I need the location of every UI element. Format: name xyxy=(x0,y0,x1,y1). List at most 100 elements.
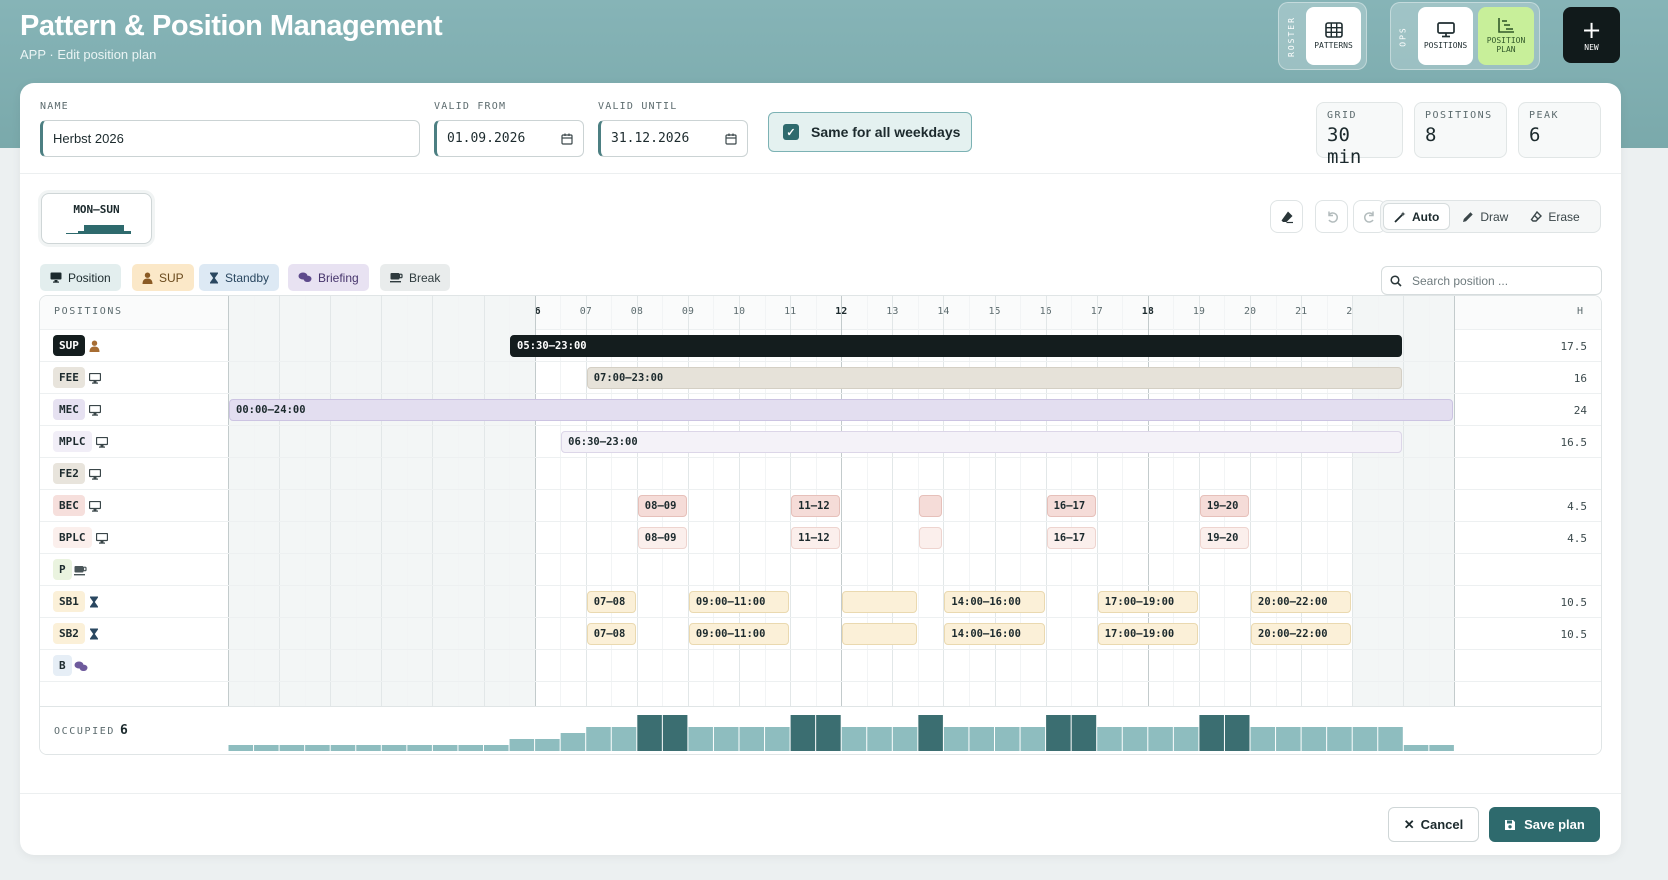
legend-sup[interactable]: SUP xyxy=(132,264,194,291)
name-field[interactable]: Herbst 2026 xyxy=(40,120,420,157)
shift-bar[interactable]: 05:30–23:00 xyxy=(510,335,1403,357)
search-position-input[interactable]: Search position ... xyxy=(1381,266,1602,295)
shift-bar[interactable]: 07–08 xyxy=(586,591,636,613)
position-code-chip[interactable]: B xyxy=(53,655,72,676)
valid-from-label: VALID FROM xyxy=(434,101,507,112)
position-row-mplc[interactable]: MPLC 06:30–23:00 16.5 xyxy=(40,426,1601,458)
shift-bar[interactable]: 09:00–11:00 xyxy=(688,591,790,613)
position-row-bplc[interactable]: BPLC 08–09 11–12 16–17 19–20 4.5 xyxy=(40,522,1601,554)
stat-grid-label: GRID xyxy=(1327,110,1358,121)
grid-line xyxy=(739,296,740,716)
grid-line xyxy=(483,296,485,716)
position-code-chip[interactable]: FEE xyxy=(53,367,85,388)
shift-bar[interactable]: 17:00–19:00 xyxy=(1097,623,1198,645)
shift-bar[interactable]: 08–09 xyxy=(637,527,687,549)
save-plan-button[interactable]: Save plan xyxy=(1489,807,1600,842)
same-weekdays-toggle[interactable]: ✓ Same for all weekdays xyxy=(768,112,972,152)
shift-bar[interactable] xyxy=(918,495,943,517)
occupancy-bar xyxy=(765,727,790,751)
stat-positions: POSITIONS 8 xyxy=(1414,102,1507,158)
shift-bar[interactable]: 16–17 xyxy=(1046,527,1096,549)
legend-standby[interactable]: Standby xyxy=(199,264,280,291)
position-code-chip[interactable]: SB2 xyxy=(53,623,85,644)
valid-until-field[interactable]: 31.12.2026 xyxy=(598,120,748,157)
position-row-b[interactable]: B xyxy=(40,650,1601,682)
shift-bar[interactable]: 19–20 xyxy=(1199,495,1249,517)
shift-bar[interactable]: 06:30–23:00 xyxy=(561,431,1403,453)
position-code-chip[interactable]: SB1 xyxy=(53,591,85,612)
shift-bar[interactable]: 17:00–19:00 xyxy=(1097,591,1198,613)
position-plan-button[interactable]: POSITION PLAN xyxy=(1478,7,1534,65)
position-code-chip[interactable]: BPLC xyxy=(53,527,92,548)
position-row-bec[interactable]: BEC 08–09 11–12 16–17 19–20 4.5 xyxy=(40,490,1601,522)
shift-bar[interactable]: 08–09 xyxy=(637,495,687,517)
position-row-sup[interactable]: SUP 05:30–23:00 17.5 xyxy=(40,330,1601,362)
new-label: NEW xyxy=(1584,42,1599,52)
calendar-icon[interactable] xyxy=(725,133,737,145)
grid-line xyxy=(432,296,434,716)
shift-bar[interactable]: 07–08 xyxy=(586,623,636,645)
mode-auto-button[interactable]: Auto xyxy=(1383,203,1451,230)
grid-line xyxy=(1096,296,1098,716)
valid-from-field[interactable]: 01.09.2026 xyxy=(434,120,584,157)
occupancy-bar xyxy=(509,739,535,751)
editor-card: NAME Herbst 2026 VALID FROM 01.09.2026 V… xyxy=(20,83,1621,855)
new-button[interactable]: + NEW xyxy=(1563,7,1620,63)
shift-bar[interactable]: 11–12 xyxy=(791,495,841,517)
valid-until-label: VALID UNTIL xyxy=(598,101,678,112)
mode-switcher: Auto Draw Erase xyxy=(1380,200,1601,233)
occupancy-bar xyxy=(1046,715,1071,751)
legend-briefing[interactable]: Briefing xyxy=(288,264,369,291)
occupancy-bar xyxy=(1429,745,1454,751)
occupancy-bar xyxy=(407,745,432,751)
position-row-fee[interactable]: FEE 07:00–23:00 16 xyxy=(40,362,1601,394)
shift-bar[interactable]: 14:00–16:00 xyxy=(944,623,1045,645)
position-row-sb2[interactable]: SB2 07–08 09:00–11:00 14:00–16:00 17:00–19:0… xyxy=(40,618,1601,650)
legend-break[interactable]: Break xyxy=(380,264,451,291)
shift-bar[interactable]: 00:00–24:00 xyxy=(229,399,1454,421)
grid-line xyxy=(1275,296,1277,716)
shift-bar[interactable]: 09:00–11:00 xyxy=(688,623,790,645)
mode-draw-button[interactable]: Draw xyxy=(1452,203,1518,230)
position-row-mec[interactable]: MEC 00:00–24:00 24 xyxy=(40,394,1601,426)
position-code-chip[interactable]: P xyxy=(53,559,72,580)
checkbox-checked-icon[interactable]: ✓ xyxy=(783,124,799,140)
shift-bar[interactable] xyxy=(842,623,917,645)
position-row-fe2[interactable]: FE2 xyxy=(40,458,1601,490)
shift-bar[interactable] xyxy=(918,527,943,549)
position-row-sb1[interactable]: SB1 07–08 09:00–11:00 14:00–16:00 17:00–19:0… xyxy=(40,586,1601,618)
shift-bar[interactable] xyxy=(842,591,917,613)
occupancy-bar xyxy=(816,715,841,751)
position-code-chip[interactable]: MEC xyxy=(53,399,85,420)
day-selector-mon-sun[interactable]: MON–SUN xyxy=(41,193,152,244)
position-code-chip[interactable]: MPLC xyxy=(53,431,92,452)
position-row-p[interactable]: P xyxy=(40,554,1601,586)
position-code-chip[interactable]: BEC xyxy=(53,495,85,516)
shift-bar[interactable]: 11–12 xyxy=(791,527,841,549)
shift-bar[interactable]: 07:00–23:00 xyxy=(586,367,1403,389)
calendar-icon[interactable] xyxy=(561,133,573,145)
position-code-chip[interactable]: FE2 xyxy=(53,463,85,484)
mode-erase-button[interactable]: Erase xyxy=(1520,203,1589,230)
grid-line xyxy=(611,296,613,716)
occupancy-bar xyxy=(1224,715,1250,751)
positions-button[interactable]: POSITIONS xyxy=(1418,7,1473,65)
position-code-chip[interactable]: SUP xyxy=(53,335,85,356)
occupancy-bar xyxy=(305,745,330,751)
occupancy-bar xyxy=(484,745,509,751)
hourglass-icon xyxy=(210,272,218,283)
clear-button[interactable] xyxy=(1270,200,1303,233)
occupied-row: OCCUPIED 6 xyxy=(40,706,1601,754)
cancel-button[interactable]: ✕ Cancel xyxy=(1388,807,1479,842)
name-value: Herbst 2026 xyxy=(53,131,124,146)
shift-bar[interactable]: 20:00–22:00 xyxy=(1251,623,1352,645)
shift-bar[interactable]: 20:00–22:00 xyxy=(1251,591,1352,613)
patterns-button[interactable]: PATTERNS xyxy=(1306,7,1361,65)
undo-button[interactable] xyxy=(1315,200,1348,233)
grid-line xyxy=(406,296,408,716)
grid-line xyxy=(764,296,766,716)
legend-position[interactable]: Position xyxy=(40,264,121,291)
shift-bar[interactable]: 19–20 xyxy=(1199,527,1249,549)
shift-bar[interactable]: 16–17 xyxy=(1046,495,1096,517)
shift-bar[interactable]: 14:00–16:00 xyxy=(944,591,1045,613)
